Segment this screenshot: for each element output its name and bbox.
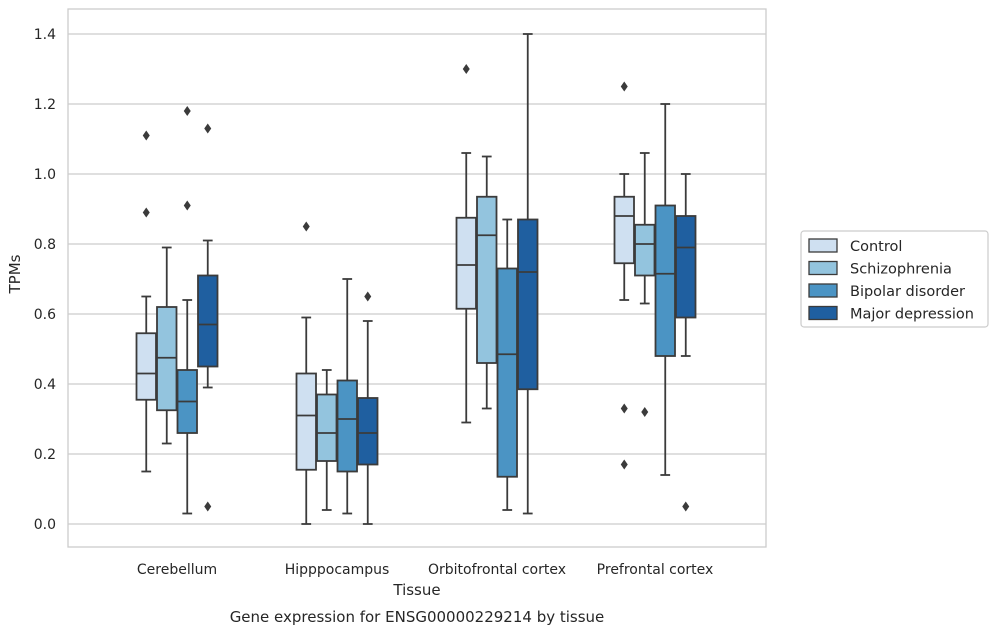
legend-item: Control (808, 238, 902, 255)
legend-item: Schizophrenia (808, 260, 952, 278)
box-bipolar-disorder (496, 218, 518, 511)
legend-swatch (808, 238, 838, 253)
box-schizophrenia (316, 369, 338, 511)
outlier-point (204, 123, 212, 134)
legend-swatch (808, 283, 838, 298)
box-major-depression (357, 291, 379, 525)
outlier-point (462, 64, 470, 74)
box-iqr (197, 274, 219, 368)
box-schizophrenia (476, 155, 498, 410)
box-major-depression (675, 173, 697, 512)
box-control (455, 64, 477, 424)
legend: Control Schizophrenia Bipolar disorder Majo… (800, 230, 989, 328)
legend-label: Major depression (850, 307, 974, 323)
legend-item: Major depression (808, 305, 974, 323)
chart-caption: Gene expression for ENSG00000229214 by t… (230, 608, 605, 626)
x-tick-label: Prefrontal cortex (597, 562, 714, 578)
legend-swatch (808, 305, 838, 321)
x-tick-labels: Cerebellum Hipppocampus Orbitofrontal cort… (137, 562, 713, 578)
box-bipolar-disorder (176, 106, 198, 515)
x-tick-label: Orbitofrontal cortex (428, 562, 566, 578)
box-iqr (135, 332, 157, 401)
outlier-point (204, 501, 212, 512)
box-iqr (613, 195, 635, 265)
box-bipolar-disorder (654, 103, 676, 476)
box-iqr (476, 195, 498, 364)
outlier-point (183, 200, 191, 211)
y-tick-label: 0.2 (34, 447, 56, 463)
x-tick-label: Cerebellum (137, 562, 217, 578)
y-tick-label: 1.0 (34, 167, 56, 183)
y-tick-label: 0.4 (34, 377, 56, 393)
box-control (613, 81, 635, 470)
y-tick-labels: 0.0 0.2 0.4 0.6 0.8 1.0 1.2 1.4 (34, 27, 56, 533)
y-tick-label: 0.6 (34, 307, 56, 323)
box-group-cerebellum (135, 106, 219, 515)
outlier-point (620, 403, 628, 414)
box-iqr (357, 397, 379, 466)
legend-label: Control (850, 239, 902, 255)
outlier-point (302, 221, 310, 232)
box-control (135, 130, 157, 473)
outlier-point (620, 459, 628, 470)
box-iqr (517, 218, 539, 391)
box-major-depression (517, 33, 539, 515)
box-iqr (295, 372, 317, 471)
box-control (295, 221, 317, 525)
legend-swatch (808, 260, 838, 276)
box-iqr (316, 393, 338, 462)
legend-label: Schizophrenia (850, 262, 952, 278)
outlier-point (641, 407, 649, 417)
y-tick-label: 0.8 (34, 237, 56, 253)
box-group-hipppocampus (295, 221, 379, 525)
box-iqr (654, 204, 676, 357)
y-tick-label: 0.0 (34, 517, 56, 533)
box-groups (135, 33, 697, 525)
outlier-point (620, 81, 628, 92)
outlier-point (682, 501, 690, 512)
x-tick-label: Hipppocampus (285, 562, 390, 578)
legend-label: Bipolar disorder (850, 284, 965, 300)
y-axis-label: TPMs (6, 254, 24, 294)
outlier-point (142, 207, 150, 218)
box-iqr (455, 216, 477, 310)
box-group-prefrontal-cortex (613, 81, 697, 512)
box-bipolar-disorder (336, 278, 358, 515)
box-schizophrenia (634, 152, 656, 417)
box-iqr (675, 215, 697, 319)
plot-frame (67, 8, 767, 548)
y-tick-label: 1.2 (34, 97, 56, 113)
box-iqr (336, 379, 358, 473)
box-schizophrenia (156, 246, 178, 445)
outlier-point (142, 130, 150, 141)
box-major-depression (197, 123, 219, 512)
legend-item: Bipolar disorder (808, 283, 965, 300)
legend-frame (800, 230, 989, 328)
outlier-point (364, 291, 372, 302)
outlier-point (183, 106, 191, 116)
box-iqr (634, 223, 656, 277)
y-tick-label: 1.4 (34, 27, 56, 43)
box-iqr (496, 267, 518, 478)
box-group-orbitofrontal-cortex (455, 33, 539, 515)
x-axis-label: Tissue (392, 581, 440, 599)
